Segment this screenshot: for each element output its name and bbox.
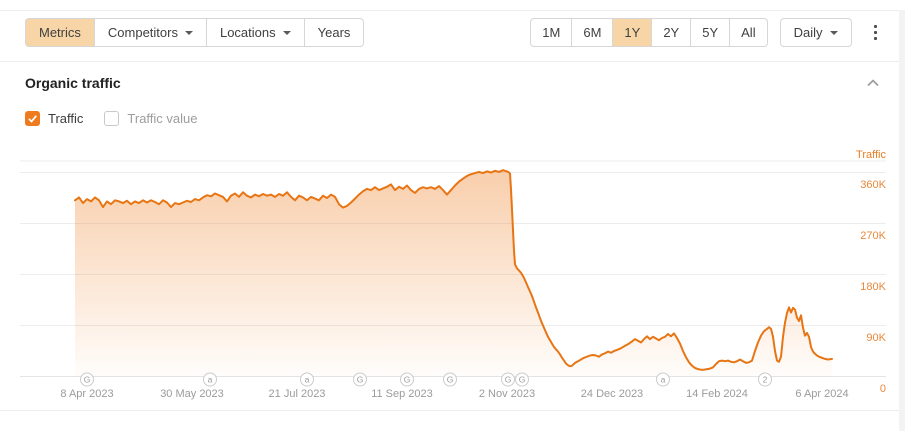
granularity-dropdown[interactable]: Daily	[779, 18, 852, 47]
update-marker-glyph: G	[84, 375, 91, 385]
metrics-button[interactable]: Metrics	[25, 18, 95, 47]
traffic-line-series[interactable]	[74, 169, 833, 371]
check-icon	[28, 115, 37, 123]
update-marker-G-icon[interactable]	[501, 372, 515, 387]
y-tick-label-360K: 360K	[860, 179, 886, 191]
traffic-checkbox-label: Traffic	[48, 111, 84, 126]
range-5y-button[interactable]: 5Y	[690, 18, 731, 47]
update-marker-glyph: G	[404, 375, 411, 385]
y-tick-label-90K: 90K	[866, 332, 886, 344]
metrics-button-group: Metrics Competitors Locations Years	[25, 18, 365, 47]
range-1y-button[interactable]: 1Y	[612, 18, 653, 47]
update-marker-a-icon[interactable]	[203, 372, 217, 387]
granularity-label: Daily	[793, 25, 823, 40]
top-divider	[0, 10, 905, 11]
traffic-value-checkbox[interactable]: Traffic value	[104, 111, 198, 126]
update-marker-G-icon[interactable]	[80, 372, 94, 387]
x-tick-label: 2 Nov 2023	[479, 388, 535, 400]
update-marker-glyph: a	[661, 375, 666, 385]
update-marker-glyph: G	[505, 375, 512, 385]
checkbox-unchecked-icon	[104, 111, 120, 126]
x-tick-label: 24 Dec 2023	[581, 388, 643, 400]
x-tick-label: 8 Apr 2023	[60, 388, 113, 400]
toolbar-right: 1M 6M 1Y 2Y 5Y All Daily	[530, 18, 883, 47]
traffic-checkbox[interactable]: Traffic	[25, 111, 83, 126]
y-axis-title: Traffic	[856, 149, 886, 161]
x-tick-label: 11 Sep 2023	[371, 388, 433, 400]
competitors-button[interactable]: Competitors	[93, 18, 207, 47]
years-button[interactable]: Years	[303, 18, 365, 47]
update-marker-glyph: G	[357, 375, 364, 385]
toolbar: Metrics Competitors Locations Years 1M 6…	[25, 18, 883, 47]
organic-traffic-chart[interactable]: Traffic 360K 270K 180K 90K 0 8 Apr 2023 30 May …	[0, 140, 905, 431]
range-1m-button[interactable]: 1M	[530, 18, 573, 47]
x-tick-label: 6 Apr 2024	[795, 388, 848, 400]
years-button-label: Years	[317, 25, 351, 40]
update-marker-glyph: 2	[763, 375, 768, 385]
update-marker-G-icon[interactable]	[515, 372, 529, 387]
toolbar-divider	[0, 61, 905, 62]
update-marker-glyph: G	[519, 375, 526, 385]
update-marker-glyph: G	[447, 375, 454, 385]
x-tick-label: 30 May 2023	[160, 388, 224, 400]
traffic-area-fill	[75, 170, 832, 377]
update-marker-glyph: a	[208, 375, 213, 385]
update-marker-G-icon[interactable]	[353, 372, 367, 387]
update-marker-glyph: a	[305, 375, 310, 385]
date-range-group: 1M 6M 1Y 2Y 5Y All	[530, 18, 768, 47]
x-tick-label: 21 Jul 2023	[269, 388, 326, 400]
chevron-down-icon	[184, 30, 193, 35]
metrics-button-label: Metrics	[39, 25, 81, 40]
range-6m-button[interactable]: 6M	[571, 18, 614, 47]
more-options-kebab-icon[interactable]	[868, 21, 884, 45]
chevron-down-icon	[829, 30, 838, 35]
y-tick-label-270K: 270K	[860, 230, 886, 242]
chart-canvas: Traffic 360K 270K 180K 90K 0 8 Apr 2023 30 May …	[20, 149, 887, 400]
update-marker-G-icon[interactable]	[443, 372, 457, 387]
competitors-button-label: Competitors	[107, 25, 178, 40]
traffic-value-checkbox-label: Traffic value	[127, 111, 198, 126]
locations-button-label: Locations	[219, 25, 276, 40]
bottom-divider	[0, 410, 905, 411]
page-title: Organic traffic	[25, 75, 121, 91]
range-all-button[interactable]: All	[729, 18, 768, 47]
y-tick-label-180K: 180K	[860, 281, 886, 293]
update-marker-G-icon[interactable]	[400, 372, 414, 387]
scrollbar[interactable]	[899, 10, 905, 431]
locations-button[interactable]: Locations	[205, 18, 305, 47]
section-header: Organic traffic	[25, 73, 883, 93]
update-marker-a-icon[interactable]	[656, 372, 670, 387]
update-marker-2-icon[interactable]	[758, 372, 772, 387]
chevron-down-icon	[282, 30, 291, 35]
chevron-up-icon	[867, 79, 879, 87]
collapse-section-button[interactable]	[863, 73, 883, 93]
range-2y-button[interactable]: 2Y	[651, 18, 692, 47]
y-tick-label-0: 0	[880, 383, 886, 395]
checkbox-checked-icon	[25, 111, 40, 126]
legend: Traffic Traffic value	[25, 111, 198, 126]
update-marker-a-icon[interactable]	[300, 372, 314, 387]
x-tick-label: 14 Feb 2024	[686, 388, 748, 400]
